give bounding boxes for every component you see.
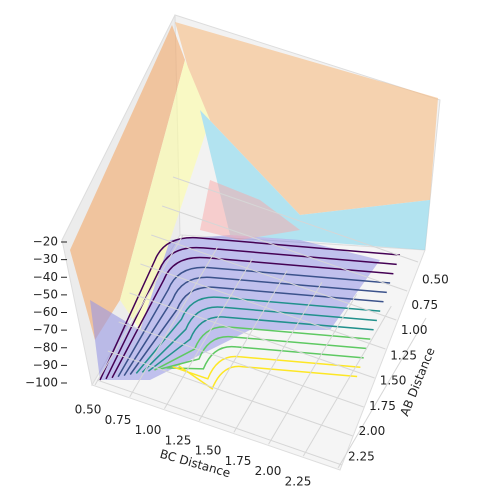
contour-line (135, 296, 381, 374)
z-tick-label: −40 (33, 270, 58, 284)
z-tick-label: −100 (25, 376, 58, 390)
y-tick-label: 0.75 (411, 298, 438, 312)
y-tick-label: 1.75 (369, 399, 396, 413)
x-grid-line (268, 294, 358, 445)
contour-line (111, 256, 394, 379)
contour-line (147, 316, 374, 372)
contour-line (166, 345, 364, 370)
x-tick-label: 2.00 (255, 464, 282, 478)
y-tick-label: 1.25 (390, 348, 417, 362)
y-tick-label: 1.50 (380, 374, 407, 388)
x-grid-line (233, 282, 323, 433)
contour-line (105, 246, 397, 380)
contour-line (172, 355, 361, 380)
y-tick-label: 0.50 (422, 273, 449, 287)
z-tick-label: −50 (33, 287, 58, 301)
x-grid-line (129, 246, 219, 398)
z-tick-label: −30 (33, 252, 58, 266)
z-tick-label: −80 (33, 340, 58, 354)
y-grid-line (107, 350, 354, 437)
surface-patch (120, 60, 210, 330)
x-tick-label: 2.25 (285, 475, 312, 489)
contour-line (160, 335, 368, 370)
x-grid-line (302, 305, 392, 457)
x-tick-label: 0.75 (105, 413, 132, 427)
y-grid-line (96, 379, 343, 466)
y-tick-label: 2.25 (348, 450, 375, 464)
contour-line (117, 266, 391, 378)
contour-line (123, 276, 387, 377)
y-grid-line (151, 234, 397, 321)
x-tick-label: 1.50 (195, 444, 222, 458)
y-grid-line (140, 263, 386, 350)
x-grid-line (198, 270, 288, 421)
z-tick-label: −60 (33, 305, 58, 319)
contour-line (154, 326, 371, 371)
x-tick-label: 1.00 (135, 423, 162, 437)
z-tick-label: −20 (33, 235, 58, 249)
x-tick-label: 1.25 (165, 433, 192, 447)
x-tick-label: 0.50 (75, 403, 102, 417)
y-grid-line (129, 292, 375, 379)
x-grid-line (163, 258, 253, 409)
x-tick-label: 1.75 (225, 454, 252, 468)
x-grid-line (337, 317, 427, 469)
z-tick-label: −70 (33, 323, 58, 337)
surface-patch (200, 110, 430, 250)
y-tick-label: 1.00 (401, 323, 428, 337)
surface-patch (175, 22, 438, 215)
y-grid-line (118, 321, 364, 408)
y-grid-line (161, 205, 408, 292)
z-tick-label: −90 (33, 358, 58, 372)
surface-patch (70, 25, 185, 340)
y-grid-line (172, 176, 419, 263)
contour-line (178, 365, 358, 390)
contour-line (141, 306, 377, 373)
y-tick-label: 2.00 (359, 424, 386, 438)
x-grid-line (94, 234, 184, 386)
